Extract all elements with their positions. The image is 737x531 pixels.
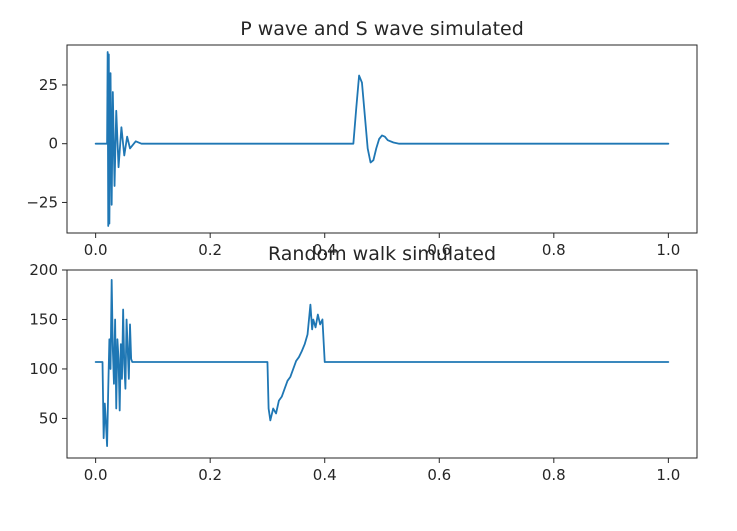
- y-tick-label: 100: [29, 360, 58, 378]
- x-tick-label: 0.0: [84, 241, 108, 259]
- x-tick-label: 0.8: [542, 241, 566, 259]
- x-tick-label: 1.0: [656, 241, 680, 259]
- x-tick-label: 0.6: [427, 466, 451, 484]
- x-axis: 0.0 0.2 0.4 0.6 0.8 1.0: [84, 458, 680, 484]
- x-tick-label: 0.8: [542, 466, 566, 484]
- x-tick-label: 0.4: [313, 466, 337, 484]
- plot-area: [94, 51, 670, 227]
- axes-frame: [66, 44, 698, 234]
- axes-frame: [66, 269, 698, 459]
- y-axis: 25 0 −25: [26, 76, 67, 211]
- x-tick-label: 0.4: [313, 241, 337, 259]
- axes-random-walk: 0.0 0.2 0.4 0.6 0.8 1.0 200 150 100 50 Random wa…: [29, 243, 698, 484]
- y-tick-label: 50: [39, 409, 58, 427]
- x-axis: 0.0 0.2 0.4 0.6 0.8 1.0: [84, 233, 680, 259]
- y-tick-label: 150: [29, 310, 58, 328]
- series-line: [94, 278, 670, 448]
- x-tick-label: 0.6: [427, 241, 451, 259]
- chart-title: P wave and S wave simulated: [240, 18, 524, 40]
- y-tick-label: 0: [48, 135, 58, 153]
- axes-p-s-wave: P wave and S wave simulated 0.0 0.2 0.4 0.6…: [26, 18, 698, 259]
- y-axis: 200 150 100 50: [29, 261, 67, 427]
- x-tick-label: 0.0: [84, 466, 108, 484]
- x-tick-label: 0.2: [198, 466, 222, 484]
- y-tick-label: 25: [39, 76, 58, 94]
- plot-area: [94, 278, 670, 448]
- series-line: [94, 51, 670, 227]
- chart-title: Random walk simulated: [268, 243, 496, 265]
- y-tick-label: −25: [26, 193, 58, 211]
- y-tick-label: 200: [29, 261, 58, 279]
- x-tick-label: 1.0: [656, 466, 680, 484]
- x-tick-label: 0.2: [198, 241, 222, 259]
